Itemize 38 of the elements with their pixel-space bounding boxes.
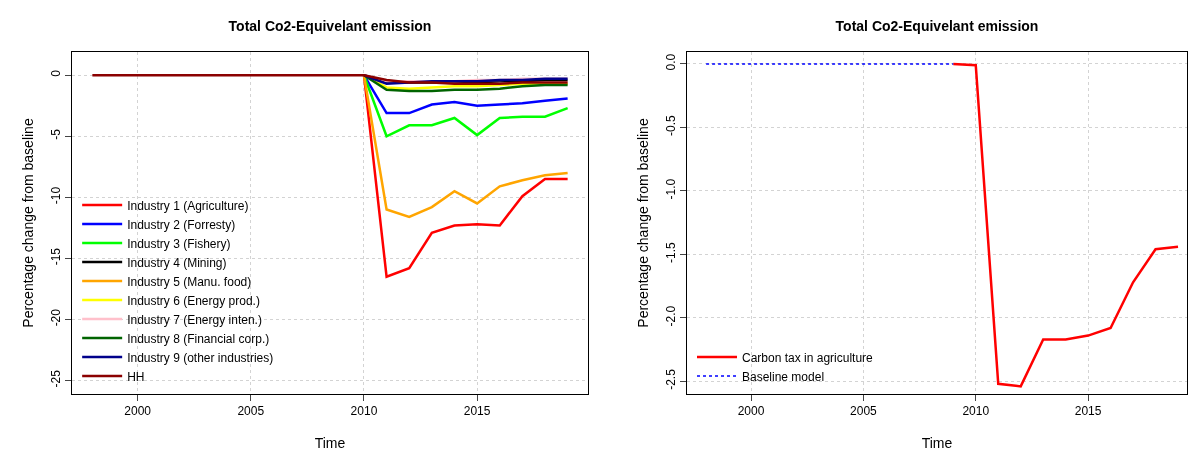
x-tick-label: 2000 xyxy=(124,404,152,419)
x-tick-label: 2010 xyxy=(350,404,378,419)
y-tick-label: -5 xyxy=(49,128,64,140)
x-tick-label: 2005 xyxy=(850,404,878,419)
legend-label: HH xyxy=(127,369,145,384)
y-tick-label: -25 xyxy=(49,369,64,388)
y-tick-label: -2.5 xyxy=(664,368,679,390)
x-tick-label: 2010 xyxy=(962,404,990,419)
x-tick-label: 2015 xyxy=(1074,404,1102,419)
x-tick-label: 2005 xyxy=(237,404,265,419)
legend-label: Industry 5 (Manu. food) xyxy=(127,274,252,289)
y-tick-label: -15 xyxy=(49,247,64,266)
legend-label: Baseline model xyxy=(742,369,825,384)
y-axis-title: Percentage change from baseline xyxy=(19,118,36,328)
legend-label: Industry 6 (Energy prod.) xyxy=(127,293,260,308)
legend-label: Industry 9 (other industries) xyxy=(127,350,274,365)
y-tick-label: 0.0 xyxy=(664,53,679,71)
legend-label: Industry 1 (Agriculture) xyxy=(127,198,249,213)
x-axis-title: Time xyxy=(921,434,953,451)
chart-title: Total Co2-Equivelant emission xyxy=(835,17,1039,34)
x-axis-title: Time xyxy=(314,434,346,451)
legend-label: Industry 4 (Mining) xyxy=(127,255,227,270)
y-tick-label: -20 xyxy=(49,308,64,327)
legend-label: Industry 7 (Energy inten.) xyxy=(127,312,262,327)
y-axis-title: Percentage change from baseline xyxy=(634,118,651,328)
chart-title: Total Co2-Equivelant emission xyxy=(228,17,432,34)
legend-label: Industry 2 (Forresty) xyxy=(127,217,236,232)
y-tick-label: 0 xyxy=(49,69,64,77)
legend-label: Industry 3 (Fishery) xyxy=(127,236,231,251)
x-tick-label: 2000 xyxy=(737,404,765,419)
x-tick-label: 2015 xyxy=(463,404,491,419)
y-tick-label: -0.5 xyxy=(664,114,679,136)
y-tick-label: -1.5 xyxy=(664,241,679,263)
legend-label: Industry 8 (Financial corp.) xyxy=(127,331,270,346)
legend-label: Carbon tax in agriculture xyxy=(742,350,874,365)
y-tick-label: -10 xyxy=(49,186,64,205)
y-tick-label: -1.0 xyxy=(664,178,679,200)
y-tick-label: -2.0 xyxy=(664,305,679,327)
